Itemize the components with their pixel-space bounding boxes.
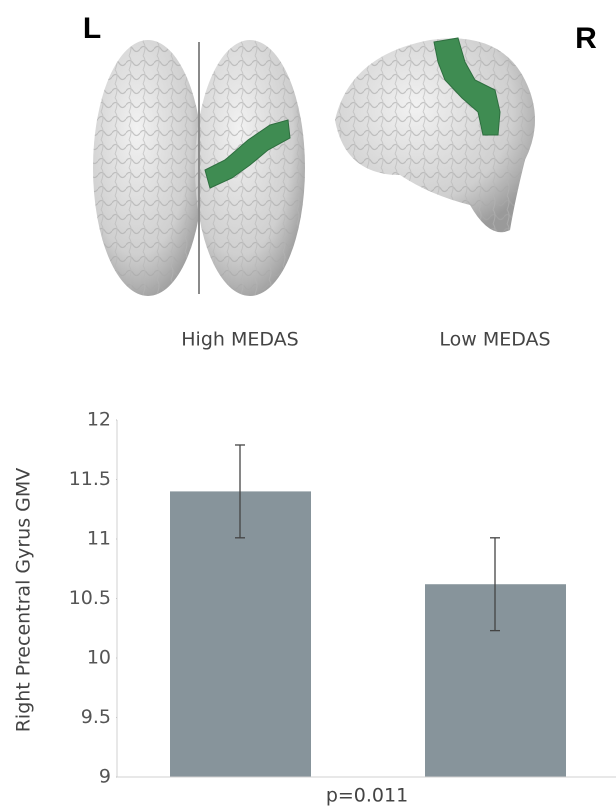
- y-tick-label: 11.5: [69, 468, 111, 490]
- brain-top-view: [93, 40, 305, 296]
- y-tick-label: 11: [87, 528, 111, 550]
- y-tick-label: 9.5: [81, 706, 111, 728]
- y-tick-label: 9: [99, 766, 111, 788]
- brain-side-view: [335, 37, 535, 233]
- category-label: High MEDAS: [181, 329, 298, 351]
- bar: [170, 491, 311, 777]
- y-tick-label: 10.5: [69, 587, 111, 609]
- y-tick-label: 12: [87, 409, 111, 431]
- y-axis-label: Right Precentral Gyrus GMV: [13, 468, 35, 733]
- category-label: Low MEDAS: [439, 329, 550, 351]
- hemisphere-label: R: [575, 22, 597, 55]
- hemisphere-label: L: [83, 12, 101, 45]
- y-tick-label: 10: [87, 647, 111, 669]
- annotation: p=0.011: [326, 785, 408, 807]
